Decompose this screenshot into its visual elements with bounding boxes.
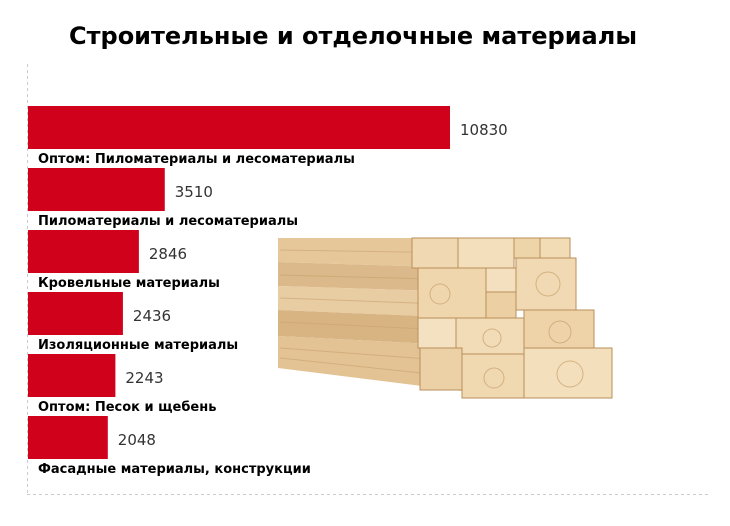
bar-3 bbox=[28, 292, 123, 335]
bar-4 bbox=[28, 354, 116, 397]
category-label-2: Кровельные материалы bbox=[38, 276, 220, 291]
category-label-3: Изоляционные материалы bbox=[38, 338, 238, 353]
category-label-0: Оптом: Пиломатериалы и лесоматериалы bbox=[38, 152, 355, 167]
bar-5 bbox=[28, 416, 108, 459]
value-label-5: 2048 bbox=[118, 431, 156, 449]
bar-0 bbox=[28, 106, 450, 149]
bars-group: 10830 Оптом: Пиломатериалы и лесоматериал… bbox=[28, 106, 508, 477]
chart-title: Строительные и отделочные материалы bbox=[68, 22, 638, 50]
value-label-0: 10830 bbox=[460, 121, 508, 139]
lumber-stack-image bbox=[278, 237, 613, 399]
bar-1 bbox=[28, 168, 165, 211]
category-label-5: Фасадные материалы, конструкции bbox=[38, 462, 311, 477]
value-label-3: 2436 bbox=[133, 307, 171, 325]
value-label-2: 2846 bbox=[149, 245, 187, 263]
category-label-4: Оптом: Песок и щебень bbox=[38, 400, 216, 415]
value-label-1: 3510 bbox=[175, 183, 213, 201]
bar-2 bbox=[28, 230, 139, 273]
value-label-4: 2243 bbox=[125, 369, 163, 387]
category-label-1: Пиломатериалы и лесоматериалы bbox=[38, 214, 298, 229]
